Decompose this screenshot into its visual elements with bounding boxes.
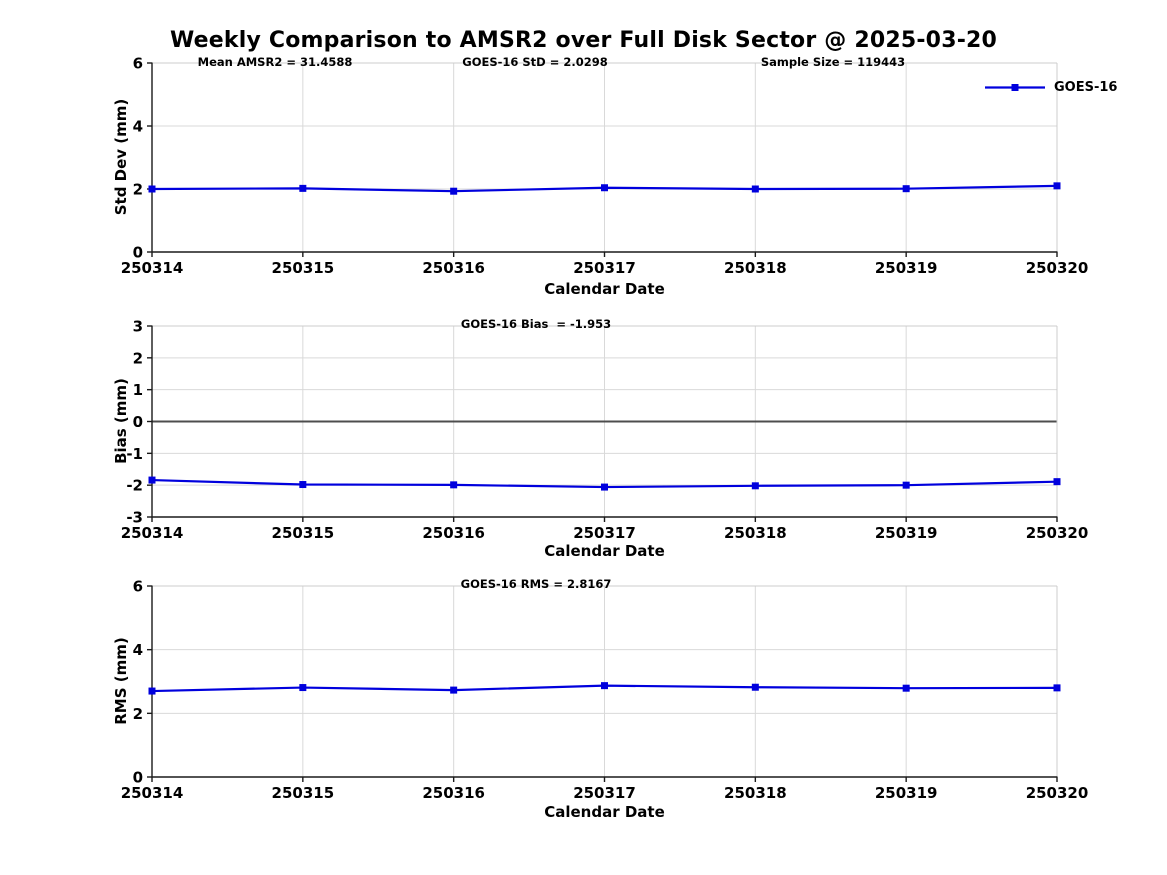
GOES-16-marker: [601, 184, 608, 192]
rms-plot: 250314 250315 250316 250317 250318 250319 2503…: [121, 578, 1089, 803]
stddev-annotation: Sample Size = 119443: [760, 55, 906, 69]
y-tick-label: 2: [133, 349, 143, 367]
page-title: Weekly Comparison to AMSR2 over Full Dis…: [169, 28, 998, 53]
y-tick-label: 4: [133, 641, 143, 659]
stddev-x-axis-label: Calendar Date: [544, 280, 665, 298]
x-tick-label: 250314: [121, 259, 184, 277]
GOES-16-marker: [450, 187, 458, 195]
rms-annotation: GOES-16 RMS = 2.8167: [460, 577, 612, 591]
GOES-16-marker: [450, 686, 458, 694]
rms-x-axis-label: Calendar Date: [544, 803, 665, 821]
GOES-16-marker: [902, 684, 910, 692]
GOES-16-marker: [902, 481, 910, 489]
GOES-16-marker: [148, 476, 156, 484]
x-tick-label: 250314: [121, 784, 184, 802]
y-tick-label: -3: [126, 509, 143, 527]
stddev-y-axis-label: Std Dev (mm): [112, 98, 130, 216]
GOES-16-marker: [1053, 182, 1061, 190]
x-tick-label: 250319: [875, 259, 938, 277]
x-tick-label: 250318: [724, 259, 787, 277]
y-tick-label: 3: [133, 318, 143, 336]
y-tick-label: -1: [126, 445, 143, 463]
x-tick-label: 250315: [272, 524, 335, 542]
x-tick-label: 250316: [422, 524, 485, 542]
x-tick-label: 250319: [875, 524, 938, 542]
y-tick-label: 2: [133, 181, 143, 199]
bias-y-axis-label: Bias (mm): [112, 378, 130, 464]
GOES-16-marker: [1053, 684, 1061, 692]
legend-line-marker-icon: [985, 84, 1045, 91]
y-tick-label: 0: [133, 244, 143, 262]
y-tick-label: 6: [133, 578, 143, 596]
GOES-16-marker: [751, 683, 759, 691]
x-tick-label: 250319: [875, 784, 938, 802]
x-tick-label: 250320: [1026, 524, 1089, 542]
GOES-16-marker: [902, 185, 910, 193]
y-tick-label: 2: [133, 705, 143, 723]
bias-plot: 250314 250315 250316 250317 250318 250319 2503…: [121, 318, 1089, 543]
x-tick-label: 250314: [121, 524, 184, 542]
stddev-annotation: GOES-16 StD = 2.0298: [462, 55, 608, 69]
x-tick-label: 250320: [1026, 784, 1089, 802]
x-tick-label: 250315: [272, 784, 335, 802]
x-tick-label: 250318: [724, 784, 787, 802]
GOES-16-marker: [601, 682, 608, 690]
stddev-plot: 250314 250315 250316 250317 250318 250319 2503…: [121, 55, 1089, 278]
legend-label: GOES-16: [1054, 80, 1118, 95]
GOES-16-marker: [751, 482, 759, 490]
GOES-16-marker: [1053, 478, 1061, 486]
GOES-16-marker: [299, 684, 307, 692]
x-tick-label: 250318: [724, 524, 787, 542]
y-tick-label: 0: [133, 769, 143, 787]
stddev-annotation: Mean AMSR2 = 31.4588: [197, 55, 353, 69]
bias-annotation: GOES-16 Bias = -1.953: [460, 317, 612, 331]
y-tick-label: 4: [133, 118, 143, 136]
y-tick-label: -2: [126, 477, 143, 495]
GOES-16-marker: [450, 481, 458, 489]
x-tick-label: 250317: [573, 784, 636, 802]
y-tick-label: 0: [133, 413, 143, 431]
GOES-16-marker: [601, 483, 608, 491]
x-tick-label: 250315: [272, 259, 335, 277]
GOES-16-marker: [751, 185, 759, 193]
x-tick-label: 250320: [1026, 259, 1089, 277]
y-tick-label: 6: [133, 55, 143, 73]
x-tick-label: 250317: [573, 259, 636, 277]
y-tick-label: 1: [133, 381, 143, 399]
GOES-16-marker: [299, 481, 307, 489]
GOES-16-marker: [148, 185, 156, 193]
GOES-16-marker: [299, 184, 307, 192]
rms-y-axis-label: RMS (mm): [112, 637, 130, 725]
x-tick-label: 250317: [573, 524, 636, 542]
x-tick-label: 250316: [422, 259, 485, 277]
bias-x-axis-label: Calendar Date: [544, 542, 665, 560]
x-tick-label: 250316: [422, 784, 485, 802]
legend: GOES-16: [983, 79, 1117, 96]
GOES-16-marker: [148, 687, 156, 695]
